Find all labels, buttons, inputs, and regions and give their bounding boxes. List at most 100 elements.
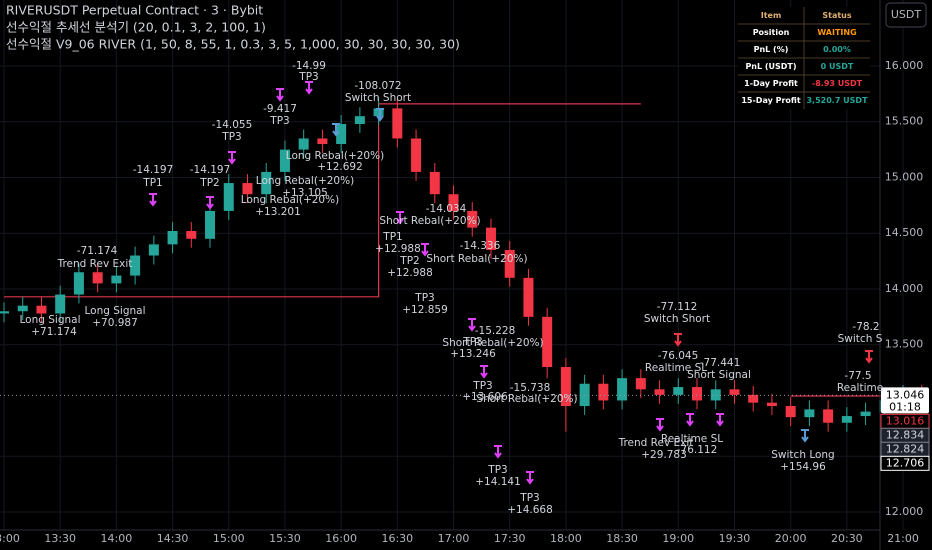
table-header-cell: Item bbox=[761, 11, 782, 20]
countdown-label: 01:18 bbox=[889, 400, 921, 413]
candle-body bbox=[823, 409, 834, 423]
annotation: +14.668 bbox=[507, 504, 553, 516]
annotation: Short Signal bbox=[687, 369, 751, 381]
annotation: +13.105 bbox=[282, 187, 328, 199]
x-tick-label: 14:30 bbox=[157, 532, 189, 545]
table-cell: -8.93 USDT bbox=[812, 79, 863, 88]
candle-body bbox=[860, 411, 871, 417]
signal-marker bbox=[674, 333, 682, 347]
table-cell: Position bbox=[753, 28, 790, 37]
candle-body bbox=[354, 116, 365, 124]
table-cell: 15-Day Profit bbox=[741, 96, 800, 105]
candle-body bbox=[298, 138, 309, 150]
y-tick-label: 12.000 bbox=[885, 505, 924, 518]
annotation: TP1 bbox=[382, 231, 402, 243]
x-tick-label: 19:00 bbox=[662, 532, 694, 545]
signal-marker bbox=[526, 471, 534, 485]
candle-body bbox=[55, 294, 66, 314]
price-badge-label: 12.824 bbox=[886, 442, 925, 455]
x-tick-label: 19:30 bbox=[719, 532, 751, 545]
x-tick-label: 17:30 bbox=[494, 532, 526, 545]
annotation: Long Signal bbox=[84, 305, 145, 317]
annotation: Switch Short bbox=[644, 313, 710, 325]
candle-body bbox=[317, 138, 328, 145]
candle-body bbox=[205, 210, 216, 239]
signal-marker bbox=[656, 418, 664, 432]
candle-body bbox=[598, 383, 609, 401]
candle-body bbox=[411, 138, 422, 172]
x-tick-label: 18:00 bbox=[550, 532, 582, 545]
annotation: TP3 bbox=[519, 492, 539, 504]
x-tick-label: 17:00 bbox=[438, 532, 470, 545]
table-cell: WAITING bbox=[817, 28, 856, 37]
candle-body bbox=[36, 305, 47, 314]
annotation: Realtime bbox=[837, 382, 883, 394]
candle-body bbox=[186, 230, 197, 239]
table-cell: 3,520.7 USDT bbox=[806, 96, 868, 105]
annotation: TP3 bbox=[462, 336, 482, 348]
annotation: -76.112 bbox=[677, 444, 718, 456]
signal-marker bbox=[332, 123, 340, 137]
candle-body bbox=[148, 244, 159, 256]
annotation: Realtime SL bbox=[661, 433, 723, 445]
candle-body bbox=[485, 227, 496, 250]
annotation: -14.197 bbox=[133, 164, 174, 176]
candle-body bbox=[392, 108, 403, 139]
annotation: TP3 bbox=[298, 71, 318, 83]
currency-button-label[interactable]: USDT bbox=[891, 8, 922, 21]
annotation: -15.738 bbox=[510, 382, 551, 394]
annotation: +12.988 bbox=[387, 267, 433, 279]
signal-marker bbox=[228, 151, 236, 165]
candle-body bbox=[710, 389, 721, 401]
annotation: TP2 bbox=[199, 177, 219, 189]
candle-body bbox=[429, 171, 440, 195]
annotation: +70.987 bbox=[92, 317, 138, 329]
annotation: TP1 bbox=[142, 177, 162, 189]
annotation: Short Rebal(+20%) bbox=[426, 253, 527, 265]
candle-body bbox=[73, 272, 84, 295]
annotation: +14.141 bbox=[475, 476, 521, 488]
annotation: TP2 bbox=[399, 255, 419, 267]
candle-body bbox=[0, 311, 9, 314]
annotation: +12.692 bbox=[317, 161, 363, 173]
annotation: TP3 bbox=[487, 464, 507, 476]
signal-marker bbox=[686, 413, 694, 427]
signal-marker bbox=[801, 429, 809, 443]
candle-body bbox=[467, 210, 478, 228]
annotation: Long Rebal(+20%) bbox=[241, 194, 339, 206]
annotation: -78.2 bbox=[852, 321, 879, 333]
table-cell: 1-Day Profit bbox=[744, 79, 798, 88]
candle-body bbox=[673, 387, 684, 395]
candle-body bbox=[841, 416, 852, 423]
candle-body bbox=[785, 406, 796, 418]
table-header-cell: Status bbox=[822, 11, 852, 20]
x-tick-label: 15:30 bbox=[269, 532, 301, 545]
last-price-label: 13.046 bbox=[886, 388, 925, 401]
table-cell: 0.00% bbox=[823, 45, 851, 54]
annotation: -77.5 bbox=[844, 370, 871, 382]
currency-button[interactable] bbox=[885, 2, 927, 28]
annotation: -71.174 bbox=[77, 245, 118, 257]
candle-body bbox=[523, 277, 534, 317]
signal-marker bbox=[716, 413, 724, 427]
annotation: Switch S bbox=[838, 333, 883, 345]
candle-body bbox=[242, 183, 253, 195]
candle-body bbox=[111, 275, 122, 284]
signal-marker bbox=[421, 243, 429, 257]
y-tick-label: 15.500 bbox=[885, 115, 924, 128]
candle-body bbox=[766, 402, 777, 407]
candle-body bbox=[17, 305, 28, 312]
signal-marker bbox=[468, 318, 476, 332]
plot-area bbox=[0, 0, 927, 530]
last-price-badge bbox=[881, 387, 929, 414]
candle-body bbox=[804, 409, 815, 418]
candle-body bbox=[617, 378, 628, 401]
candle-body bbox=[504, 249, 515, 278]
x-tick-label: 13:00 bbox=[0, 532, 20, 545]
signal-marker bbox=[376, 108, 384, 122]
signal-marker bbox=[149, 193, 157, 207]
status-table: Item Status Position WAITING PnL (%) 0.00% PnL… bbox=[738, 7, 870, 109]
candle-body bbox=[692, 387, 703, 401]
x-tick-label: 16:00 bbox=[325, 532, 357, 545]
